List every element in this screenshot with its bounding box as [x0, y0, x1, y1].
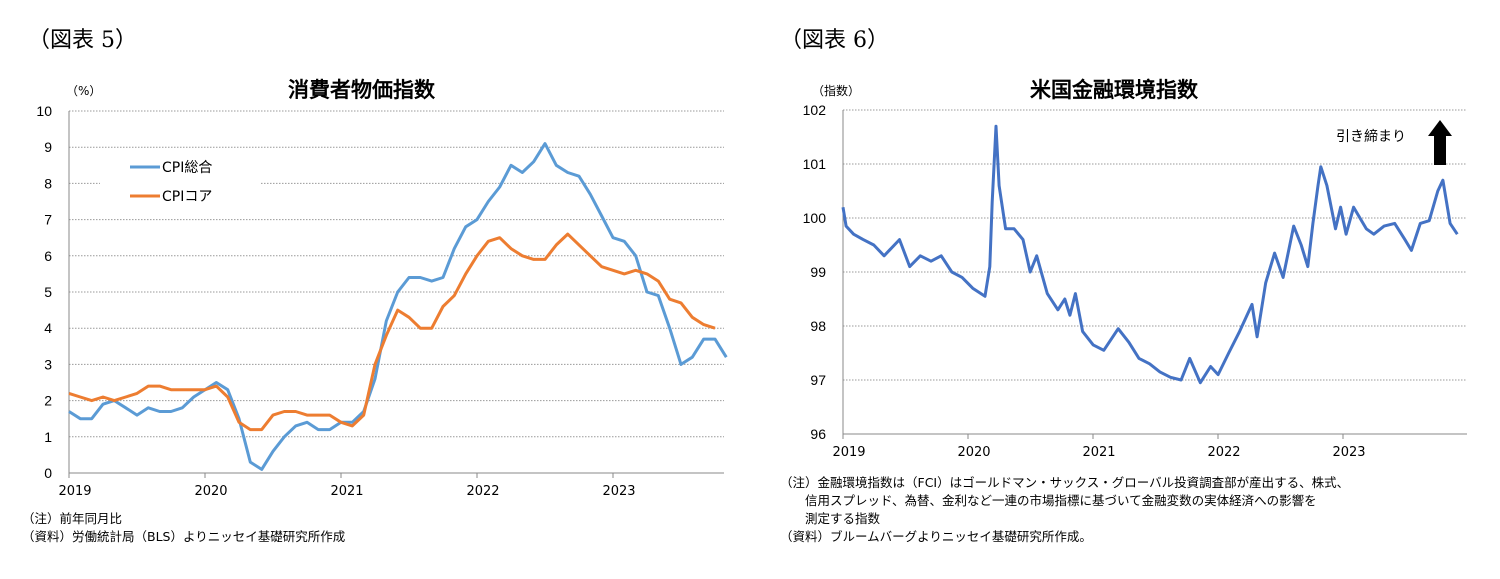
y-tick-label: 99	[810, 264, 826, 280]
fci-chart-title: 米国金融環境指数	[1030, 78, 1198, 102]
cpi-y-unit: （%）	[66, 84, 102, 98]
x-tick-label: 2019	[832, 445, 865, 460]
x-tick-label: 2021	[330, 484, 363, 499]
y-tick-label: 3	[44, 356, 52, 372]
note-line: （注）前年同月比	[22, 511, 123, 526]
note-line: （資料）労働統計局（BLS）よりニッセイ基礎研究所作成	[22, 529, 346, 544]
legend-label: CPI総合	[162, 160, 212, 176]
y-tick-label: 98	[810, 318, 826, 334]
y-tick-label: 101	[803, 156, 827, 172]
y-tick-label: 6	[44, 248, 52, 264]
x-tick-label: 2021	[1082, 445, 1115, 460]
cpi-chart-title: 消費者物価指数	[288, 78, 435, 102]
y-tick-label: 8	[44, 175, 52, 191]
note-line: 信用スプレッド、為替、金利など一連の市場指標に基づいて金融変数の実体経済への影響…	[780, 493, 1317, 508]
x-tick-label: 2022	[1207, 445, 1240, 460]
y-tick-label: 10	[36, 103, 52, 119]
series-line-headline	[68, 142, 728, 471]
note-line: 測定する指数	[780, 511, 881, 526]
y-tick-label: 5	[44, 284, 52, 300]
y-tick-label: 97	[810, 372, 826, 388]
y-tick-label: 102	[803, 102, 827, 118]
x-tick-label: 2019	[58, 484, 91, 499]
series-line-core	[68, 232, 716, 432]
y-tick-label: 96	[810, 426, 826, 442]
note-line: （注）金融環境指数は（FCI）はゴールドマン・サックス・グローバル投資調査部が産…	[780, 475, 1350, 490]
up-arrow-icon	[1428, 120, 1452, 165]
figure-5-label: （図表 5）	[28, 28, 137, 53]
figure-6-label: （図表 6）	[780, 28, 889, 53]
x-tick-label: 2023	[1332, 445, 1365, 460]
legend-label: CPIコア	[162, 189, 212, 205]
x-tick-label: 2022	[466, 484, 499, 499]
y-tick-label: 0	[44, 465, 52, 481]
tightening-annotation: 引き締まり	[1336, 129, 1406, 145]
note-line: （資料）ブルームバーグよりニッセイ基礎研究所作成。	[780, 529, 1092, 544]
y-tick-label: 9	[44, 139, 52, 155]
fci-line	[841, 124, 1459, 385]
fci-y-unit: （指数）	[812, 84, 861, 98]
fci-notes: （注）金融環境指数は（FCI）はゴールドマン・サックス・グローバル投資調査部が産…	[780, 474, 1349, 546]
y-tick-label: 7	[44, 212, 52, 228]
x-tick-label: 2020	[957, 445, 990, 460]
y-tick-label: 1	[44, 429, 52, 445]
legend-background	[100, 150, 260, 212]
cpi-notes: （注）前年同月比 （資料）労働統計局（BLS）よりニッセイ基礎研究所作成	[22, 510, 345, 546]
x-tick-label: 2023	[602, 484, 635, 499]
y-tick-label: 2	[44, 393, 52, 409]
x-tick-label: 2020	[194, 484, 227, 499]
y-tick-label: 4	[44, 320, 52, 336]
y-tick-label: 100	[803, 210, 827, 226]
